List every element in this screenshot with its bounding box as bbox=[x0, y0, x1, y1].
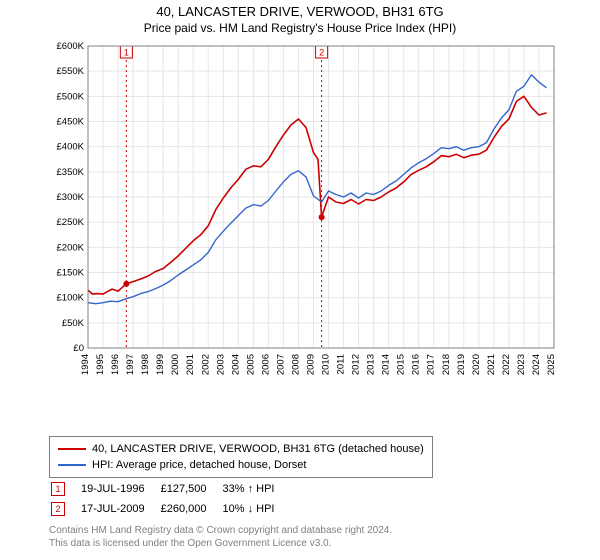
svg-text:2012: 2012 bbox=[351, 354, 362, 375]
legend-swatch-hpi bbox=[58, 464, 86, 466]
svg-text:£200K: £200K bbox=[57, 242, 85, 253]
svg-text:2016: 2016 bbox=[411, 354, 422, 375]
legend-item-hpi: HPI: Average price, detached house, Dors… bbox=[58, 457, 424, 473]
footer-line-1: Contains HM Land Registry data © Crown c… bbox=[49, 524, 392, 537]
svg-text:1: 1 bbox=[124, 48, 129, 58]
legend: 40, LANCASTER DRIVE, VERWOOD, BH31 6TG (… bbox=[49, 436, 433, 478]
transaction-pct: 10% ↓ HPI bbox=[222, 500, 288, 518]
svg-text:2020: 2020 bbox=[471, 354, 482, 375]
arrow-down-icon: ↓ bbox=[248, 503, 254, 515]
footer-line-2: This data is licensed under the Open Gov… bbox=[49, 537, 392, 550]
svg-text:2015: 2015 bbox=[396, 354, 407, 375]
svg-text:1999: 1999 bbox=[155, 354, 166, 375]
svg-text:£500K: £500K bbox=[57, 91, 85, 102]
chart-title: 40, LANCASTER DRIVE, VERWOOD, BH31 6TG bbox=[0, 0, 600, 19]
svg-text:1997: 1997 bbox=[125, 354, 136, 375]
svg-text:£300K: £300K bbox=[57, 192, 85, 203]
legend-label-address: 40, LANCASTER DRIVE, VERWOOD, BH31 6TG (… bbox=[92, 441, 424, 457]
svg-text:2003: 2003 bbox=[215, 354, 226, 375]
marker-badge: 2 bbox=[51, 502, 65, 516]
svg-text:2000: 2000 bbox=[170, 354, 181, 375]
marker-badge: 1 bbox=[51, 482, 65, 496]
svg-text:£150K: £150K bbox=[57, 268, 85, 279]
legend-item-address: 40, LANCASTER DRIVE, VERWOOD, BH31 6TG (… bbox=[58, 441, 424, 457]
svg-text:2007: 2007 bbox=[275, 354, 286, 375]
svg-text:£100K: £100K bbox=[57, 293, 85, 304]
svg-text:2005: 2005 bbox=[245, 354, 256, 375]
table-row: 2 17-JUL-2009 £260,000 10% ↓ HPI bbox=[51, 500, 288, 518]
svg-text:£250K: £250K bbox=[57, 217, 85, 228]
svg-text:£450K: £450K bbox=[57, 117, 85, 128]
svg-text:2002: 2002 bbox=[200, 354, 211, 375]
svg-text:1995: 1995 bbox=[95, 354, 106, 375]
svg-text:£600K: £600K bbox=[57, 41, 85, 52]
svg-text:2022: 2022 bbox=[501, 354, 512, 375]
svg-text:2017: 2017 bbox=[426, 354, 437, 375]
svg-text:£550K: £550K bbox=[57, 66, 85, 77]
table-row: 1 19-JUL-1996 £127,500 33% ↑ HPI bbox=[51, 480, 288, 498]
svg-text:£400K: £400K bbox=[57, 142, 85, 153]
svg-text:£50K: £50K bbox=[62, 318, 85, 329]
svg-text:2009: 2009 bbox=[305, 354, 316, 375]
svg-text:2023: 2023 bbox=[516, 354, 527, 375]
svg-text:2: 2 bbox=[319, 48, 324, 58]
svg-text:2019: 2019 bbox=[456, 354, 467, 375]
svg-text:2018: 2018 bbox=[441, 354, 452, 375]
transaction-date: 19-JUL-1996 bbox=[81, 480, 159, 498]
svg-text:2014: 2014 bbox=[381, 354, 392, 375]
legend-swatch-address bbox=[58, 448, 86, 450]
svg-text:2010: 2010 bbox=[321, 354, 332, 375]
svg-text:2008: 2008 bbox=[290, 354, 301, 375]
svg-text:£0: £0 bbox=[73, 343, 84, 354]
svg-text:1994: 1994 bbox=[80, 354, 91, 375]
svg-text:£350K: £350K bbox=[57, 167, 85, 178]
svg-text:2001: 2001 bbox=[185, 354, 196, 375]
transaction-price: £260,000 bbox=[161, 500, 221, 518]
svg-text:2006: 2006 bbox=[260, 354, 271, 375]
arrow-up-icon: ↑ bbox=[248, 483, 254, 495]
legend-label-hpi: HPI: Average price, detached house, Dors… bbox=[92, 457, 306, 473]
svg-text:1998: 1998 bbox=[140, 354, 151, 375]
svg-text:2024: 2024 bbox=[531, 354, 542, 375]
transactions-table: 1 19-JUL-1996 £127,500 33% ↑ HPI 2 17-JU… bbox=[49, 478, 290, 520]
price-chart: 1 2 £0 £50K £100K £150K £200K £250K £300K £350K £4… bbox=[50, 40, 560, 390]
transaction-price: £127,500 bbox=[161, 480, 221, 498]
svg-text:2004: 2004 bbox=[230, 354, 241, 375]
svg-text:2021: 2021 bbox=[486, 354, 497, 375]
svg-text:2011: 2011 bbox=[336, 354, 347, 374]
footer: Contains HM Land Registry data © Crown c… bbox=[49, 524, 392, 550]
transaction-pct: 33% ↑ HPI bbox=[222, 480, 288, 498]
svg-text:2025: 2025 bbox=[546, 354, 557, 375]
svg-text:2013: 2013 bbox=[366, 354, 377, 375]
svg-text:1996: 1996 bbox=[110, 354, 121, 375]
chart-subtitle: Price paid vs. HM Land Registry's House … bbox=[0, 19, 600, 35]
transaction-date: 17-JUL-2009 bbox=[81, 500, 159, 518]
